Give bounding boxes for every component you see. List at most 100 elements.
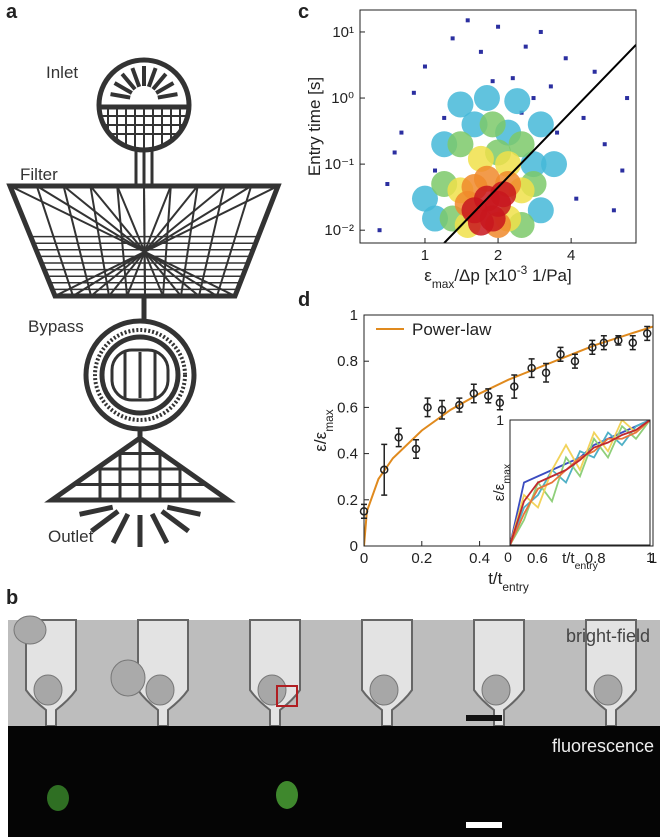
diagram-label: Outlet [48, 527, 94, 546]
point [490, 79, 495, 84]
axis-label-part: ε [424, 266, 432, 285]
chart: 1 2 4 10⁻² 10⁻¹ 10⁰ 10¹ εmax/Δp [x10-3 1/Pa] Ent… [305, 9, 637, 291]
point [379, 465, 389, 475]
error-bar [589, 339, 596, 356]
image-label: fluorescence [552, 736, 654, 756]
point [523, 44, 528, 49]
point [422, 64, 427, 69]
axis-label-part: ε/ε [311, 431, 330, 451]
point [377, 228, 382, 233]
x-tick-label: 1 [646, 549, 654, 565]
cell [276, 781, 298, 809]
mesh [126, 185, 172, 297]
diagram-label: Filter [20, 165, 58, 184]
mesh [72, 185, 252, 297]
mesh [36, 185, 218, 297]
ray [155, 81, 175, 95]
point [411, 90, 416, 95]
axis-label-part: t/t [562, 550, 575, 567]
x-tick-label: 1 [421, 247, 429, 264]
ray [113, 81, 133, 95]
mesh [234, 185, 279, 297]
density-point [508, 131, 535, 158]
channels [13, 615, 637, 727]
y-tick-label: 0.2 [337, 492, 358, 509]
axis-label-part: 1/Pa] [527, 266, 571, 285]
error-bar [571, 353, 578, 369]
point [538, 29, 543, 34]
line [510, 420, 650, 545]
point [602, 142, 607, 147]
diagram-label: Bypass [28, 317, 84, 336]
line [510, 420, 650, 545]
axes-frame [359, 9, 637, 244]
point [442, 115, 447, 120]
y-tick-label: 0.8 [337, 353, 358, 370]
inlet-rays [110, 66, 178, 100]
error-bar [629, 335, 636, 351]
point [570, 356, 580, 366]
point [437, 405, 447, 414]
ray [151, 72, 168, 91]
y-tick-label: 10¹ [332, 24, 354, 41]
axes-frame [509, 419, 651, 546]
mesh [143, 185, 146, 297]
panel-label: c [298, 1, 309, 23]
point [581, 115, 586, 120]
point [527, 363, 536, 373]
error-bar [439, 399, 446, 420]
point [433, 168, 438, 173]
x-tick-label: 4 [567, 247, 575, 264]
mesh [54, 185, 279, 297]
mesh [62, 185, 200, 297]
region-box [276, 685, 298, 707]
error-bar [528, 358, 535, 379]
ray [146, 67, 158, 88]
axis-label-part: entry [575, 560, 599, 572]
axis-label-part: t/t [488, 569, 502, 588]
plot-area [510, 420, 650, 545]
point [563, 56, 568, 61]
plot [377, 18, 636, 243]
density-point [479, 111, 506, 138]
density-point [490, 181, 517, 208]
axis-label-part: max [432, 277, 455, 291]
cell [593, 674, 623, 706]
point [548, 84, 553, 89]
x-tick-label: 1 [649, 550, 657, 567]
axes-frame [363, 314, 654, 547]
error-bar [557, 346, 564, 362]
axis-label: εmax/Δp [x10-3 1/Pa] [424, 263, 571, 291]
microscopy: bright-field fluorescence [8, 615, 660, 837]
point [541, 368, 551, 377]
mesh [116, 185, 164, 297]
ray [160, 509, 190, 534]
density-point [411, 185, 438, 212]
error-bar [485, 388, 492, 404]
panel-label: b [6, 587, 18, 609]
outlet-mesh [74, 438, 206, 500]
plot [510, 420, 650, 545]
point [478, 49, 483, 54]
error-bar [511, 374, 518, 399]
axis-label-part: entry [502, 580, 528, 594]
point [510, 76, 515, 81]
bright-field-image [8, 620, 660, 726]
y-tick-label: 0 [350, 538, 358, 555]
point [556, 350, 565, 359]
y-tick-label: 10⁰ [331, 90, 354, 107]
device-diagram: Inlet Filter Bypass Outlet [6, 57, 282, 547]
cell [110, 659, 146, 697]
cell [481, 674, 511, 706]
point [628, 338, 638, 347]
axis-label-part: /Δp [x10 [454, 266, 516, 285]
axis-label: Entry time [s] [305, 77, 324, 176]
bypass-ring [93, 328, 187, 422]
mesh [89, 185, 182, 297]
point [588, 343, 597, 352]
mesh [9, 185, 56, 297]
point [614, 336, 623, 345]
axis-label-part: ε/ε [491, 483, 508, 501]
mesh [35, 185, 74, 297]
ray [157, 92, 178, 100]
